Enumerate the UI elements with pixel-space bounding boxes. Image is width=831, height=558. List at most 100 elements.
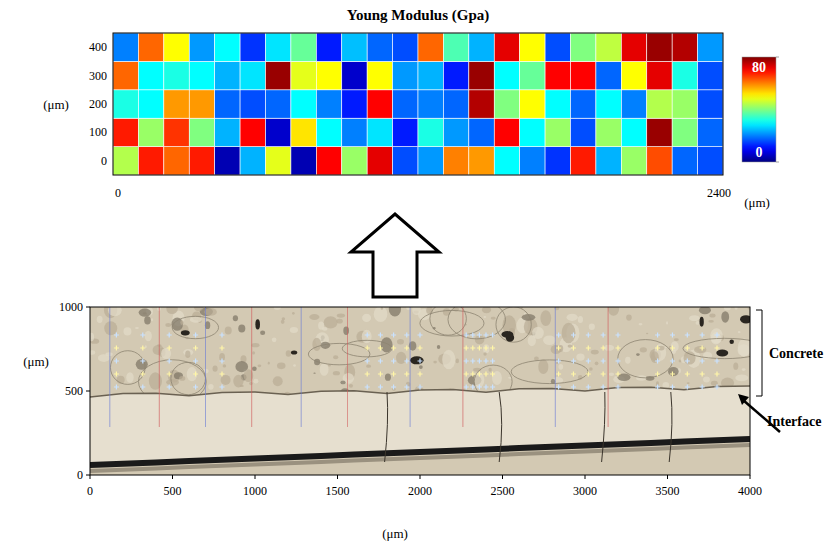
photo-ground — [90, 307, 750, 475]
x-tick — [667, 475, 668, 479]
indent-marker — [391, 359, 396, 364]
indent-marker — [586, 385, 591, 390]
heatmap-cell — [240, 33, 265, 61]
indent-marker — [616, 359, 621, 364]
grid-line — [410, 307, 411, 427]
heatmap-cell — [494, 118, 519, 146]
indent-marker — [193, 359, 198, 364]
indent-marker — [484, 346, 489, 351]
heatmap-cell — [672, 61, 697, 89]
texture — [433, 361, 437, 364]
heatmap-cell — [138, 147, 163, 175]
texture — [636, 353, 640, 356]
annotation-arrow — [743, 400, 780, 432]
dark-line — [90, 439, 750, 465]
bracket — [756, 310, 762, 396]
indent-marker — [490, 359, 495, 364]
indent-marker — [365, 385, 370, 390]
heatmap-cell — [520, 90, 545, 118]
indent-marker — [715, 346, 720, 351]
indent-marker — [715, 372, 720, 377]
grid-line — [205, 307, 206, 427]
indent-marker — [391, 346, 396, 351]
texture — [562, 323, 576, 344]
heatmap-cell — [545, 61, 570, 89]
heatmap-cell — [266, 90, 291, 118]
indent-marker — [193, 385, 198, 390]
micrograph — [90, 307, 750, 475]
indent-marker — [140, 385, 145, 390]
texture — [703, 377, 710, 383]
aggregate — [618, 340, 673, 378]
indent-marker — [167, 346, 172, 351]
crack — [602, 392, 605, 462]
heatmap-cell — [698, 118, 723, 146]
texture — [708, 320, 714, 323]
heatmap-cell — [418, 33, 443, 61]
heatmap-cell — [545, 33, 570, 61]
texture — [366, 364, 371, 367]
heatmap-cell — [164, 147, 189, 175]
indent-marker — [715, 385, 720, 390]
x-tick — [172, 475, 173, 479]
texture — [614, 376, 616, 377]
y-tick — [86, 475, 90, 476]
indent-marker — [655, 385, 660, 390]
y-tick — [86, 307, 90, 308]
indent-marker — [616, 372, 621, 377]
indent-marker — [685, 346, 690, 351]
indent-marker — [167, 333, 172, 338]
heatmap-cell — [291, 90, 316, 118]
indent-marker — [220, 372, 225, 377]
indent-marker — [418, 385, 423, 390]
texture — [689, 315, 700, 321]
heatmap-cell — [138, 118, 163, 146]
x-tick-label: 4000 — [738, 484, 762, 498]
indent-marker — [700, 333, 705, 338]
indent-marker — [616, 385, 621, 390]
heatmap-cell — [443, 61, 468, 89]
heatmap-cell — [698, 147, 723, 175]
heatmap-cells — [113, 33, 723, 175]
texture — [341, 380, 345, 384]
heatmap-cell — [367, 33, 392, 61]
indent-marker — [464, 385, 469, 390]
heatmap-cell — [113, 147, 138, 175]
void — [729, 339, 733, 344]
indent-marker — [220, 333, 225, 338]
texture — [738, 331, 741, 333]
heatmap-cell — [621, 33, 646, 61]
indent-marker — [477, 385, 482, 390]
void — [716, 350, 728, 357]
texture — [292, 312, 295, 315]
indent-marker — [685, 372, 690, 377]
texture — [90, 333, 94, 342]
texture — [225, 326, 232, 334]
indent-marker — [490, 385, 495, 390]
heatmap-cell — [494, 90, 519, 118]
heatmap-cell — [469, 33, 494, 61]
x-tick — [90, 475, 91, 479]
indent-marker — [601, 333, 606, 338]
indent-marker — [404, 359, 409, 364]
indent-marker — [391, 385, 396, 390]
heatmap-cell — [316, 33, 341, 61]
texture — [260, 330, 265, 335]
indent-marker — [715, 359, 720, 364]
texture — [733, 363, 738, 370]
grid-line — [301, 307, 302, 427]
heatmap-cell — [469, 118, 494, 146]
arrow — [351, 214, 439, 297]
heatmap-cell — [596, 147, 621, 175]
texture — [139, 308, 152, 316]
indent-marker — [601, 346, 606, 351]
indent-marker — [700, 346, 705, 351]
heatmap-cell — [571, 90, 596, 118]
texture — [483, 352, 486, 355]
texture — [362, 330, 372, 344]
heatmap-cell — [316, 90, 341, 118]
heatmap-cell — [215, 90, 240, 118]
indent-marker — [601, 372, 606, 377]
indent-marker — [470, 385, 475, 390]
void — [501, 331, 513, 338]
